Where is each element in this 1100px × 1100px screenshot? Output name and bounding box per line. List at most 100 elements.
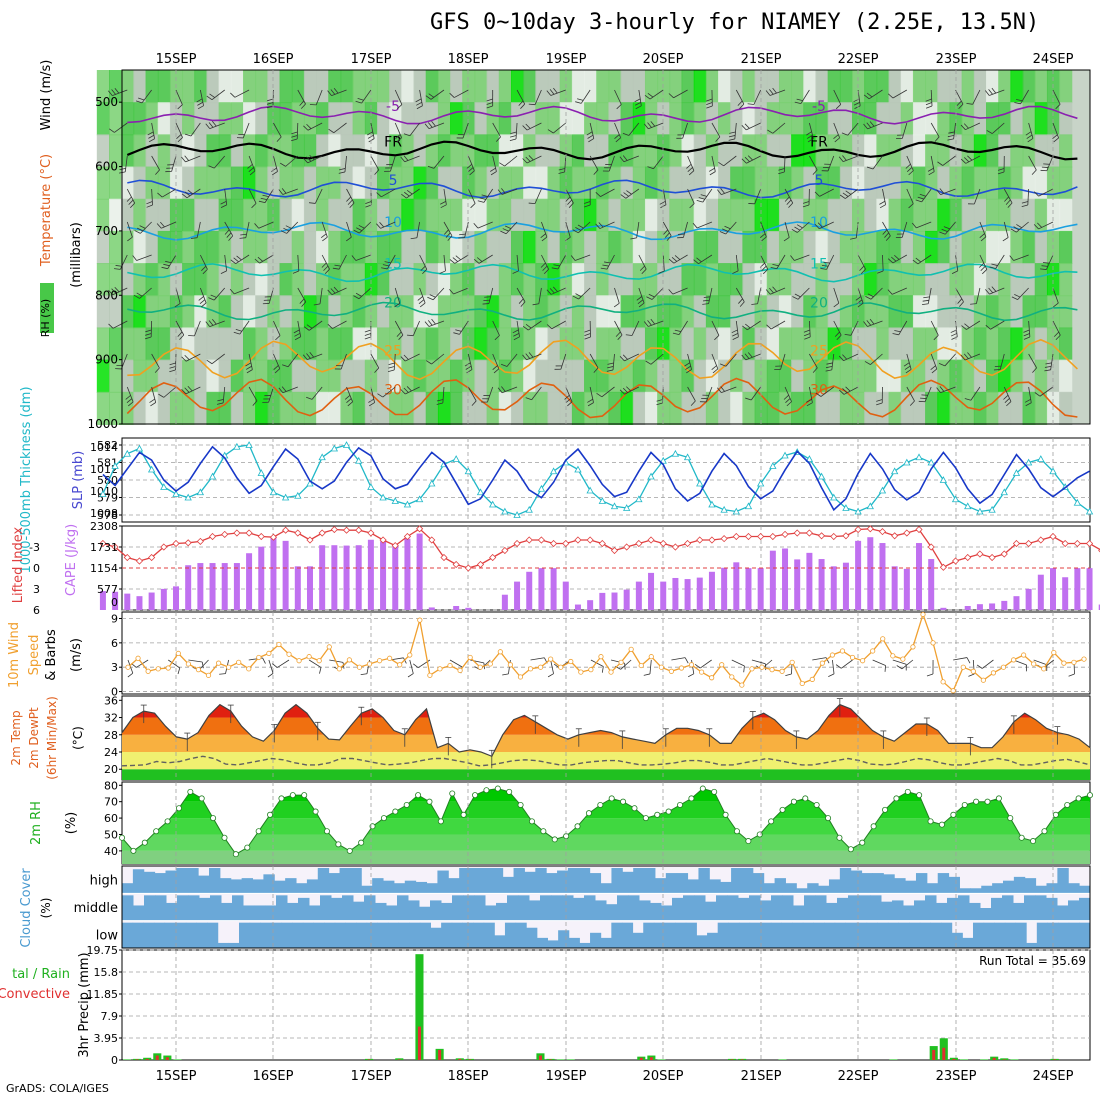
wind-barb-flag: [637, 299, 644, 304]
wind-barb-staff: [1038, 221, 1054, 230]
wind-barb-flag: [606, 369, 614, 372]
rh-cell: [437, 102, 452, 136]
wind-barb-flag: [1055, 334, 1061, 341]
li-marker: [623, 543, 631, 551]
wind-barb-flag: [208, 165, 215, 169]
rh-cell: [644, 166, 659, 200]
rh-marker: [904, 788, 911, 795]
wind-barb-staff: [731, 659, 745, 667]
upper-wind-barb: [636, 287, 645, 308]
precip-tick-label: 15.8: [94, 966, 119, 979]
rh-cell: [206, 327, 220, 361]
wind-barb-flag: [1016, 224, 1022, 229]
wind-barb-flag: [985, 324, 991, 330]
cape-bar: [708, 571, 715, 610]
wind-speed-marker: [286, 651, 292, 657]
rh-cell: [852, 70, 866, 104]
rh-cell: [523, 198, 537, 232]
li-marker: [1000, 550, 1008, 558]
rh-cell: [157, 198, 171, 232]
wind-barb-staff: [612, 353, 615, 370]
wind-barb-staff: [419, 89, 423, 106]
rh-cell: [998, 166, 1012, 200]
cloud-cell: [557, 870, 569, 894]
rh-cell: [389, 327, 403, 361]
rh-cell: [876, 102, 890, 136]
li-marker: [208, 532, 217, 541]
wind-barb-flag: [306, 324, 313, 329]
rh-marker: [620, 798, 627, 805]
rh-cell: [778, 230, 793, 265]
wind-barb-staff: [833, 320, 842, 336]
upper-wind-barb: [572, 221, 591, 234]
rh-cell: [681, 263, 695, 297]
upper-wind-barb: [320, 221, 328, 242]
upper-wind-barb: [146, 188, 153, 208]
wind-speed-marker: [145, 668, 151, 674]
wind-barb-flag: [208, 297, 215, 301]
cloud-cell: [480, 868, 493, 894]
wind-barb-flag: [939, 231, 946, 235]
upper-wind-barb: [1052, 320, 1061, 341]
wind-barb-staff: [812, 657, 827, 661]
rh-cell: [961, 70, 975, 104]
wind-barb-flag: [486, 98, 493, 102]
rh-cell: [169, 327, 184, 361]
wind-barb-staff: [578, 221, 591, 234]
wind-barb-staff: [1028, 386, 1032, 403]
rh-cell: [230, 327, 244, 361]
rh-cell: [596, 70, 610, 104]
precip-convective-bar: [438, 1049, 442, 1060]
upper-wind-barb: [728, 122, 737, 141]
upper-wind-barb: [936, 386, 956, 393]
cloud-cell: [270, 922, 283, 948]
cape-bar: [392, 545, 399, 610]
rh-cell: [279, 359, 293, 393]
wind-barb-staff: [222, 386, 226, 403]
rh-cell: [145, 166, 159, 200]
cape-bar: [733, 562, 740, 610]
wind-barb-staff: [541, 221, 548, 238]
upper-wind-barb: [400, 155, 420, 163]
rh-cell: [973, 359, 988, 393]
upper-wind-barb: [692, 221, 713, 229]
upper-wind-barb: [245, 353, 253, 374]
cape-bar: [258, 546, 265, 610]
precip-legend-convective: Convective: [0, 987, 70, 1002]
cloud-cell: [650, 902, 662, 921]
rh-cell: [535, 359, 549, 393]
rh-cell: [718, 198, 732, 232]
wind-barb-staff: [780, 353, 786, 370]
rh-cell: [462, 391, 476, 425]
wind-barb-flag: [217, 399, 224, 402]
wind-barb-staff: [872, 659, 886, 666]
wind-barb-flag: [500, 230, 507, 235]
cape-bar: [319, 545, 326, 610]
rh-cell: [791, 134, 805, 168]
wind-barb-staff: [901, 221, 908, 238]
wind-barb-staff: [989, 287, 1005, 295]
thickness-marker: [720, 505, 728, 513]
cape-bar: [830, 566, 837, 610]
rh-cell: [1059, 230, 1073, 265]
rh-marker: [870, 823, 877, 830]
upper-wind-barb: [273, 353, 281, 374]
upper-wind-barb: [809, 353, 818, 373]
rh-cell: [644, 391, 659, 425]
rh-cell: [352, 327, 366, 361]
rh-cell: [596, 295, 610, 329]
upper-wind-barb: [522, 320, 542, 331]
wind-barb-staff: [589, 155, 599, 171]
rh-cell: [133, 391, 147, 425]
cloud-cell: [409, 922, 421, 948]
cloud-cell: [738, 897, 750, 921]
cloud-cell: [903, 905, 915, 921]
cloud-cell: [793, 905, 805, 921]
wind-barb-flag: [775, 365, 782, 367]
wind-barb-staff: [614, 89, 622, 105]
li-marker: [160, 543, 168, 551]
rh-marker: [130, 847, 137, 854]
wind-barb-staff: [995, 254, 1005, 269]
wind-barb-flag: [113, 268, 121, 270]
rh-cell: [169, 102, 184, 136]
